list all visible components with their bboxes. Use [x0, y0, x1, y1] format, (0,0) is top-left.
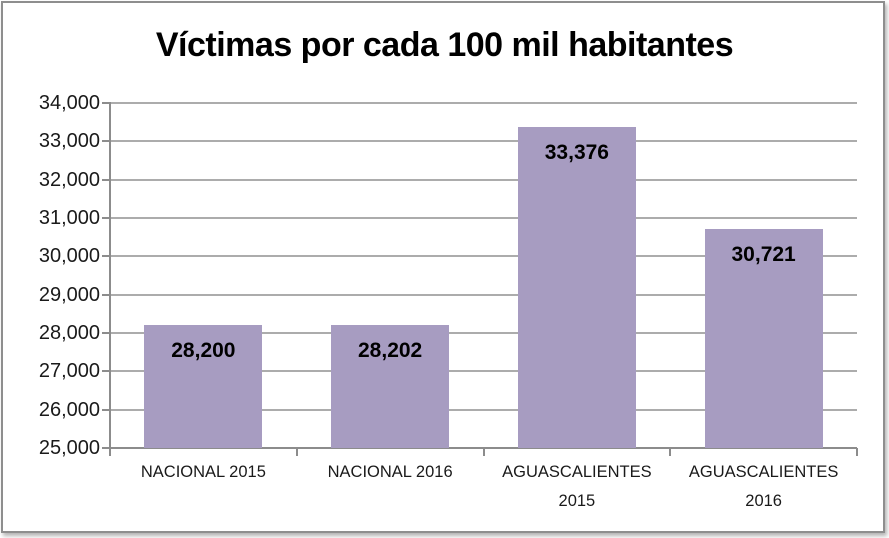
y-gridline [110, 332, 857, 334]
chart-title: Víctimas por cada 100 mil habitantes [155, 26, 734, 64]
bar-value-label: 33,376 [544, 140, 609, 164]
y-axis-tick-label: 30,000 [38, 245, 100, 268]
y-gridline [110, 293, 857, 296]
y-axis-tick [102, 102, 110, 104]
y-axis-tick [102, 178, 110, 181]
bar-value-label: 28,200 [171, 339, 236, 363]
y-axis-tick-label: 26,000 [38, 398, 100, 421]
y-axis-tick [102, 255, 110, 258]
bar: 33,376 [517, 126, 636, 448]
y-axis-tick-label: 34,000 [38, 92, 100, 114]
y-axis-tick [102, 293, 110, 296]
x-axis-tick [109, 448, 111, 456]
y-axis-tick [102, 408, 110, 411]
y-gridline [110, 178, 857, 181]
y-axis-tick [102, 217, 110, 219]
y-gridline [110, 370, 857, 373]
y-gridline [110, 217, 857, 219]
x-category-label: AGUASCALIENTES 2016 [688, 463, 839, 510]
y-axis-tick [102, 447, 110, 449]
y-axis-tick [102, 332, 110, 334]
y-gridline [110, 140, 857, 143]
x-category-label: NACIONAL 2016 [327, 463, 453, 481]
y-axis-tick-label: 28,000 [38, 322, 100, 344]
x-category-label: AGUASCALIENTES 2015 [502, 463, 652, 510]
y-axis-tick-label: 27,000 [38, 360, 100, 383]
bar-value-label: 28,202 [358, 339, 423, 363]
y-axis-tick [102, 140, 110, 143]
bar: 28,200 [144, 325, 263, 448]
x-axis-tick [482, 448, 485, 456]
y-axis-line [109, 102, 111, 456]
y-gridline [110, 255, 857, 258]
bar: 28,202 [331, 325, 450, 448]
y-axis-tick-label: 33,000 [38, 130, 100, 153]
y-axis-tick-label: 25,000 [38, 437, 100, 459]
y-axis-tick-label: 29,000 [38, 283, 100, 306]
bar-value-label: 30,721 [731, 242, 796, 266]
y-axis-tick-label: 31,000 [38, 207, 100, 229]
y-gridline [110, 408, 857, 411]
x-category-label: NACIONAL 2015 [140, 463, 266, 481]
y-axis-tick-label: 32,000 [38, 168, 100, 191]
x-axis-tick [295, 448, 298, 456]
y-axis-tick [102, 370, 110, 373]
x-axis-tick [856, 448, 858, 456]
bar: 30,721 [704, 228, 823, 448]
x-axis-tick [669, 448, 672, 456]
y-gridline [110, 102, 857, 104]
